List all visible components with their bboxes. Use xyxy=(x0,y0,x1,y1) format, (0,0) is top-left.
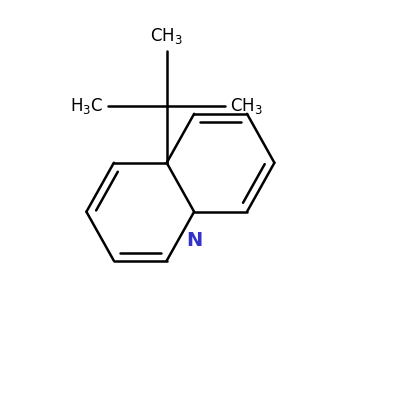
Text: CH$_3$: CH$_3$ xyxy=(230,96,263,116)
Text: CH$_3$: CH$_3$ xyxy=(150,26,183,46)
Text: H$_3$C: H$_3$C xyxy=(70,96,103,116)
Text: N: N xyxy=(186,230,202,250)
